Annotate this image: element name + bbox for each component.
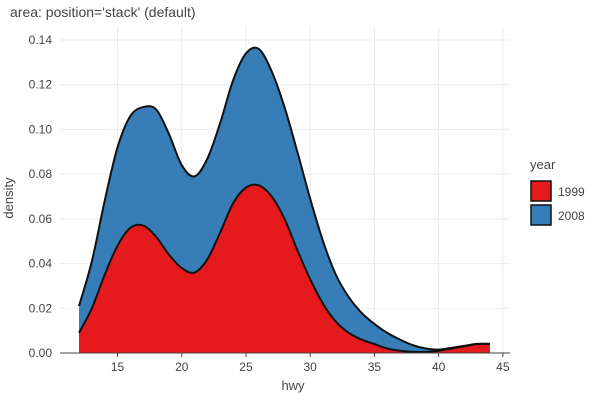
legend-label-2008: 2008 (558, 209, 585, 223)
axes: 0.00 0.02 0.04 0.06 0.08 0.10 0.12 0.14 15 20 25 30… (29, 33, 510, 374)
x-tick-label: 35 (368, 360, 382, 374)
x-tick-label: 40 (432, 360, 446, 374)
x-tick-label: 45 (496, 360, 510, 374)
y-tick-label: 0.06 (29, 212, 53, 226)
y-tick-label: 0.08 (29, 167, 53, 181)
legend-label-1999: 1999 (558, 185, 585, 199)
x-axis-label: hwy (281, 378, 305, 393)
x-tick-label: 20 (175, 360, 189, 374)
legend-title: year (530, 157, 556, 172)
x-tick-label: 30 (304, 360, 318, 374)
x-tick-label: 15 (111, 360, 125, 374)
y-tick-label: 0.10 (29, 122, 53, 136)
y-tick-label: 0.02 (29, 301, 53, 315)
x-tick-label: 25 (239, 360, 253, 374)
chart-title: area: position='stack' (default) (10, 4, 196, 20)
legend: year 1999 2008 (530, 157, 585, 226)
y-axis-label: density (1, 177, 16, 219)
legend-swatch-1999 (530, 180, 552, 202)
area-outline-1999 (78, 183, 491, 354)
y-tick-label: 0.12 (29, 78, 53, 92)
area-outline-2008 (78, 46, 491, 351)
area-2008 (79, 47, 490, 353)
y-tick-label: 0.00 (29, 346, 53, 360)
y-tick-label: 0.14 (29, 33, 53, 47)
area-1999 (79, 184, 490, 353)
areas (78, 46, 491, 354)
y-tick-label: 0.04 (29, 257, 53, 271)
legend-swatch-2008 (530, 204, 552, 226)
